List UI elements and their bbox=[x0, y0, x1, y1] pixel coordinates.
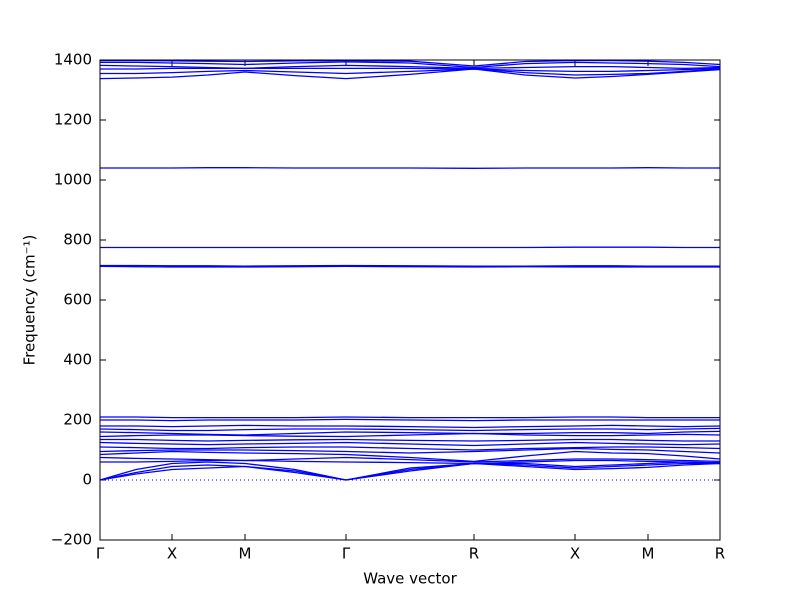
band-line bbox=[99, 447, 721, 454]
y-tick-label: 1400 bbox=[54, 51, 92, 69]
x-tick-label: X bbox=[167, 545, 177, 563]
x-tick-label: Γ bbox=[342, 545, 351, 563]
band-line bbox=[100, 68, 721, 76]
y-tick-label: 800 bbox=[63, 231, 92, 249]
x-tick-label: X bbox=[570, 545, 580, 563]
band-line bbox=[99, 462, 720, 481]
y-tick-label: 200 bbox=[63, 411, 92, 429]
band-line bbox=[100, 67, 721, 73]
band-line bbox=[99, 462, 721, 481]
y-tick-label: 400 bbox=[63, 351, 92, 369]
y-tick-label: −200 bbox=[51, 531, 92, 549]
band-line bbox=[99, 427, 721, 432]
y-tick-label: 1200 bbox=[54, 111, 92, 129]
plot-frame bbox=[99, 59, 721, 541]
band-line bbox=[99, 430, 721, 436]
x-tick-label: M bbox=[642, 545, 655, 563]
band-line bbox=[100, 438, 720, 442]
band-line bbox=[99, 441, 721, 447]
x-tick-label: M bbox=[239, 545, 252, 563]
band-line bbox=[100, 59, 721, 67]
band-line bbox=[100, 167, 720, 169]
y-tick-label: 1000 bbox=[54, 171, 92, 189]
band-line bbox=[100, 459, 721, 465]
x-tick-label: Γ bbox=[96, 545, 105, 563]
band-line bbox=[100, 416, 720, 419]
x-tick-label: R bbox=[715, 545, 725, 563]
band-line bbox=[99, 432, 721, 438]
y-tick-label: 0 bbox=[82, 471, 92, 489]
band-line bbox=[99, 456, 721, 463]
band-line bbox=[99, 64, 721, 70]
band-line bbox=[100, 424, 721, 429]
band-line bbox=[100, 264, 720, 267]
band-line bbox=[99, 265, 720, 268]
band-line bbox=[100, 61, 721, 69]
band-line bbox=[100, 418, 720, 422]
x-axis-label: Wave vector bbox=[363, 570, 457, 588]
band-line bbox=[99, 68, 721, 80]
y-tick-label: 600 bbox=[63, 291, 92, 309]
band-line bbox=[99, 461, 721, 481]
y-axis-label: Frequency (cm⁻¹) bbox=[21, 235, 39, 366]
x-tick-label: R bbox=[469, 545, 479, 563]
band-line bbox=[99, 450, 721, 463]
band-line bbox=[99, 446, 721, 451]
